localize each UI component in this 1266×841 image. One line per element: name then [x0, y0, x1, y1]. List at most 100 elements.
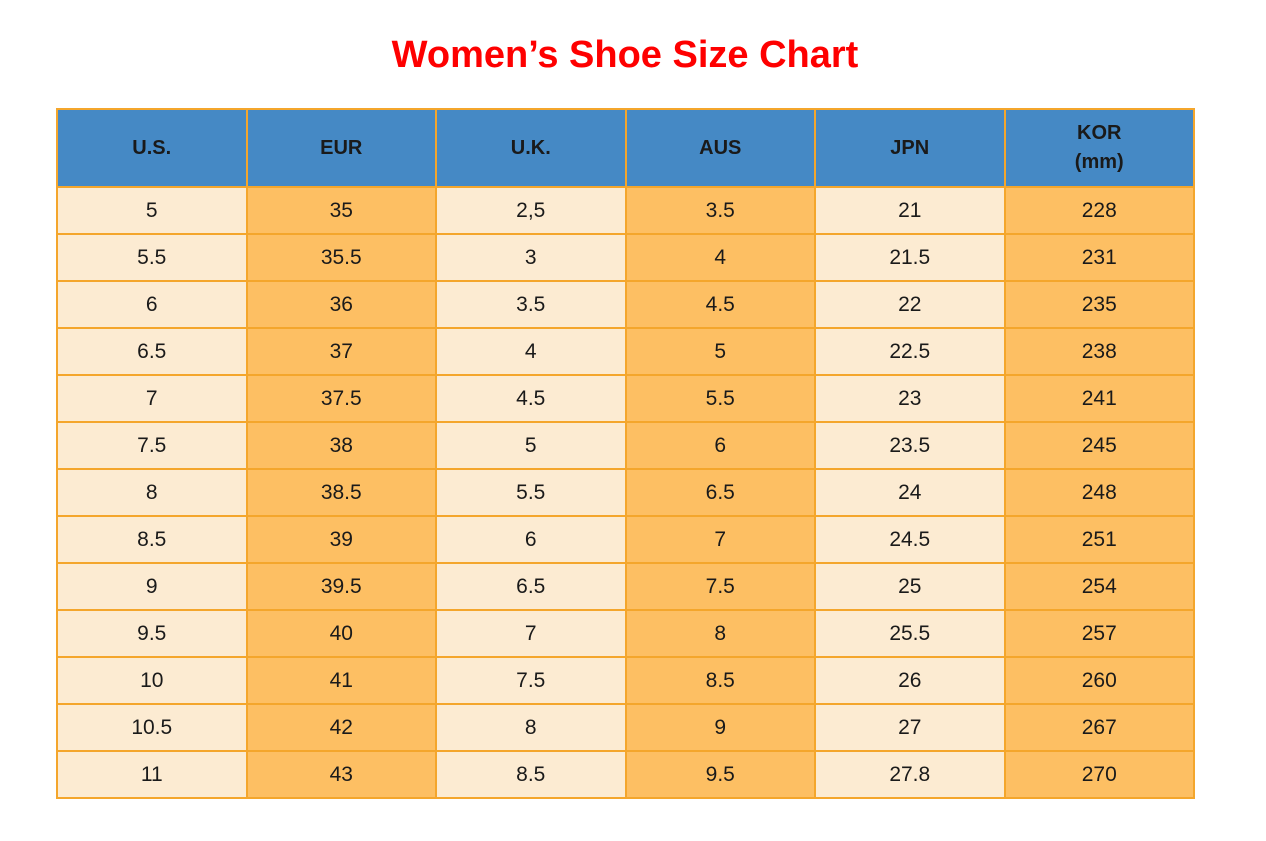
table-cell: 27.8: [814, 750, 1006, 799]
table-cell: 10: [56, 656, 248, 705]
header-label: U.K.: [510, 136, 551, 159]
table-cell: 5: [624, 327, 816, 376]
table-cell: 21.5: [814, 233, 1006, 282]
table-cell: 35: [245, 186, 437, 235]
table-cell: 267: [1003, 703, 1195, 752]
table-row: 11 43 8.5 9.5 27.8 270: [56, 750, 1195, 799]
table-cell: 27: [814, 703, 1006, 752]
table-cell: 260: [1003, 656, 1195, 705]
header-cell-jpn: JPN: [814, 108, 1006, 188]
table-cell: 22: [814, 280, 1006, 329]
table-cell: 254: [1003, 562, 1195, 611]
table-cell: 42: [245, 703, 437, 752]
table-row: 6 36 3.5 4.5 22 235: [56, 280, 1195, 329]
table-cell: 4.5: [435, 374, 627, 423]
table-cell: 3.5: [435, 280, 627, 329]
table-row: 10.5 42 8 9 27 267: [56, 703, 1195, 752]
table-cell: 235: [1003, 280, 1195, 329]
table-cell: 8: [56, 468, 248, 517]
table-cell: 39.5: [245, 562, 437, 611]
table-cell: 4: [435, 327, 627, 376]
table-cell: 21: [814, 186, 1006, 235]
table-cell: 251: [1003, 515, 1195, 564]
table-cell: 9: [624, 703, 816, 752]
table-cell: 9: [56, 562, 248, 611]
table-cell: 25: [814, 562, 1006, 611]
table-row: 5 35 2,5 3.5 21 228: [56, 186, 1195, 235]
table-cell: 5: [435, 421, 627, 470]
table-cell: 7.5: [435, 656, 627, 705]
header-cell-us: U.S.: [56, 108, 248, 188]
table-cell: 26: [814, 656, 1006, 705]
table-cell: 8.5: [624, 656, 816, 705]
table-cell: 7: [624, 515, 816, 564]
table-cell: 245: [1003, 421, 1195, 470]
table-cell: 257: [1003, 609, 1195, 658]
table-cell: 231: [1003, 233, 1195, 282]
table-cell: 9.5: [624, 750, 816, 799]
table-cell: 41: [245, 656, 437, 705]
table-cell: 9.5: [56, 609, 248, 658]
table-cell: 3: [435, 233, 627, 282]
table-row: 6.5 37 4 5 22.5 238: [56, 327, 1195, 376]
table-cell: 23.5: [814, 421, 1006, 470]
table-cell: 4: [624, 233, 816, 282]
table-cell: 37: [245, 327, 437, 376]
header-label: AUS: [699, 136, 742, 159]
table-cell: 40: [245, 609, 437, 658]
table-row: 9 39.5 6.5 7.5 25 254: [56, 562, 1195, 611]
table-cell: 23: [814, 374, 1006, 423]
table-cell: 7: [435, 609, 627, 658]
table-cell: 7.5: [56, 421, 248, 470]
table-cell: 8: [435, 703, 627, 752]
table-cell: 6: [56, 280, 248, 329]
header-cell-kor: KOR (mm): [1003, 108, 1195, 188]
table-row: 8 38.5 5.5 6.5 24 248: [56, 468, 1195, 517]
size-chart-table: U.S. EUR U.K. AUS JPN KOR (mm) 5 35 2,5 3.5 21 228 5…: [56, 108, 1195, 799]
table-row: 9.5 40 7 8 25.5 257: [56, 609, 1195, 658]
table-cell: 22.5: [814, 327, 1006, 376]
table-cell: 5.5: [624, 374, 816, 423]
table-cell: 248: [1003, 468, 1195, 517]
header-label: JPN: [890, 136, 930, 159]
table-row: 7.5 38 5 6 23.5 245: [56, 421, 1195, 470]
page-title: Women’s Shoe Size Chart: [391, 34, 859, 76]
table-cell: 3.5: [624, 186, 816, 235]
header-row: U.S. EUR U.K. AUS JPN KOR (mm): [56, 108, 1195, 188]
table-cell: 8.5: [435, 750, 627, 799]
table-cell: 24.5: [814, 515, 1006, 564]
table-cell: 38: [245, 421, 437, 470]
table-cell: 228: [1003, 186, 1195, 235]
table-cell: 5: [56, 186, 248, 235]
table-cell: 5.5: [435, 468, 627, 517]
table-header: U.S. EUR U.K. AUS JPN KOR (mm): [56, 108, 1195, 188]
table-cell: 38.5: [245, 468, 437, 517]
table-row: 8.5 39 6 7 24.5 251: [56, 515, 1195, 564]
header-label: KOR: [1077, 122, 1122, 144]
table-cell: 39: [245, 515, 437, 564]
table-cell: 270: [1003, 750, 1195, 799]
header-sublabel: (mm): [1074, 151, 1124, 173]
table-cell: 25.5: [814, 609, 1006, 658]
table-cell: 241: [1003, 374, 1195, 423]
table-cell: 2,5: [435, 186, 627, 235]
table-cell: 37.5: [245, 374, 437, 423]
table-cell: 6: [435, 515, 627, 564]
table-cell: 8: [624, 609, 816, 658]
header-label: U.S.: [132, 136, 172, 159]
table-cell: 24: [814, 468, 1006, 517]
header-cell-uk: U.K.: [435, 108, 627, 188]
table-cell: 238: [1003, 327, 1195, 376]
table-cell: 7: [56, 374, 248, 423]
table-cell: 35.5: [245, 233, 437, 282]
table-cell: 43: [245, 750, 437, 799]
table-cell: 6.5: [624, 468, 816, 517]
header-label: EUR: [320, 136, 363, 159]
table-cell: 6.5: [56, 327, 248, 376]
header-cell-eur: EUR: [245, 108, 437, 188]
table-cell: 6.5: [435, 562, 627, 611]
table-cell: 4.5: [624, 280, 816, 329]
table-row: 10 41 7.5 8.5 26 260: [56, 656, 1195, 705]
table-body: 5 35 2,5 3.5 21 228 5.5 35.5 3 4 21.5 231 6 36 3.5 4.5 2…: [56, 186, 1195, 799]
table-cell: 6: [624, 421, 816, 470]
